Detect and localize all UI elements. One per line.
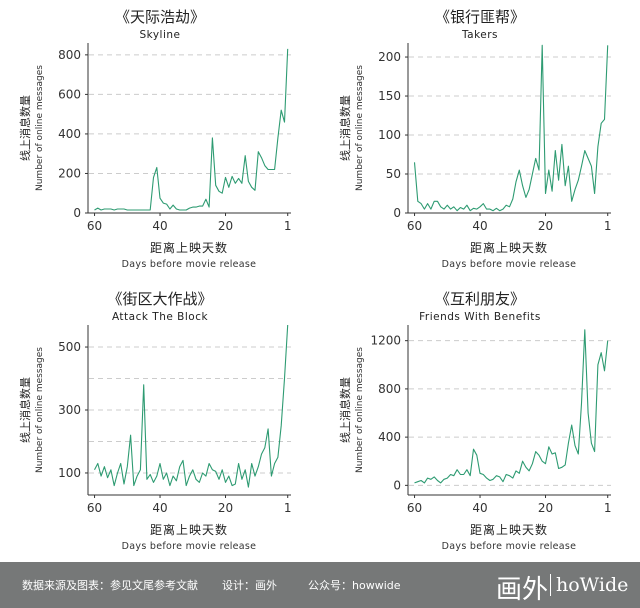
- y-axis-label-cn: 线上消息数量: [338, 95, 352, 161]
- chart-title: 《互利朋友》: [435, 290, 525, 308]
- chart-panel-attack-the-block: 《街区大作战》 Attack The Block 100 300 500 60 40 20 1 距…: [0, 282, 320, 564]
- x-tick-label: 60: [407, 501, 422, 515]
- x-tick-label: 60: [407, 219, 422, 233]
- footer-official-account: 公众号：howwide: [308, 579, 401, 592]
- chart-panel-takers: 《银行匪帮》 Takers 0 50 100 150 200 60 40 20 1 距离上映天数 Day…: [320, 0, 640, 282]
- chart-subtitle: Skyline: [139, 29, 180, 41]
- series-line: [414, 329, 609, 484]
- x-tick-label: 1: [284, 501, 292, 515]
- y-tick-label: 600: [58, 87, 81, 101]
- y-tick-label: 100: [378, 128, 401, 142]
- chart-svg-takers: 《银行匪帮》 Takers 0 50 100 150 200 60 40 20 1 距离上映天数 Day…: [338, 8, 612, 270]
- x-axis-label-en: Days before movie release: [442, 541, 577, 552]
- series-line: [94, 48, 289, 211]
- x-axis-label-en: Days before movie release: [442, 259, 577, 270]
- y-axis-label-en: Number of online messages: [35, 65, 45, 191]
- x-tick-label: 1: [604, 501, 612, 515]
- x-tick-label: 1: [284, 219, 292, 233]
- footer-design-credit: 设计：画外: [222, 579, 277, 592]
- x-tick-label: 20: [538, 501, 553, 515]
- chart-title: 《街区大作战》: [107, 290, 212, 308]
- x-tick-label: 40: [152, 501, 167, 515]
- x-tick-label: 60: [87, 501, 102, 515]
- y-axis-label-en: Number of online messages: [355, 65, 365, 191]
- x-tick-label: 20: [538, 219, 553, 233]
- x-tick-label: 40: [472, 219, 487, 233]
- y-tick-label: 200: [58, 166, 81, 180]
- chart-subtitle: Friends With Benefits: [419, 311, 541, 323]
- y-tick-label: 1200: [370, 334, 401, 348]
- brand-logo-cn: 画外: [496, 575, 549, 605]
- x-axis-label-cn: 距离上映天数: [470, 522, 548, 537]
- x-axis-label-en: Days before movie release: [122, 541, 257, 552]
- y-axis-label-en: Number of online messages: [35, 347, 45, 473]
- y-axis-label-cn: 线上消息数量: [18, 95, 32, 161]
- brand-divider: [550, 574, 551, 596]
- x-tick-label: 40: [152, 219, 167, 233]
- y-axis-label-cn: 线上消息数量: [18, 377, 32, 443]
- chart-title: 《银行匪帮》: [435, 8, 525, 26]
- footer-bar: 数据来源及图表：参见文尾参考文献 设计：画外 公众号：howwide 画外 ho…: [0, 562, 640, 608]
- x-tick-label: 60: [87, 219, 102, 233]
- x-axis-label-cn: 距离上映天数: [150, 522, 228, 537]
- y-tick-label: 150: [378, 89, 401, 103]
- chart-title: 《天际浩劫》: [115, 8, 205, 26]
- chart-subtitle: Attack The Block: [112, 311, 209, 323]
- y-tick-label: 0: [393, 206, 401, 220]
- chart-subtitle: Takers: [461, 29, 498, 41]
- chart-svg-attack-the-block: 《街区大作战》 Attack The Block 100 300 500 60 40 20 1 距…: [18, 290, 292, 552]
- x-axis-label-cn: 距离上映天数: [470, 240, 548, 255]
- y-tick-label: 400: [378, 430, 401, 444]
- x-tick-label: 20: [218, 219, 233, 233]
- y-tick-label: 200: [378, 50, 401, 64]
- y-tick-label: 0: [393, 478, 401, 492]
- x-tick-label: 20: [218, 501, 233, 515]
- x-axis-label-cn: 距离上映天数: [150, 240, 228, 255]
- x-tick-label: 40: [472, 501, 487, 515]
- x-tick-label: 1: [604, 219, 612, 233]
- chart-panel-friends-with-benefits: 《互利朋友》 Friends With Benefits 0 400 800 1200 60…: [320, 282, 640, 564]
- x-axis-label-en: Days before movie release: [122, 259, 257, 270]
- chart-panel-skyline: 《天际浩劫》 Skyline 0 200 400 600 800 60 40 20 1 距离上映天数 D…: [0, 0, 320, 282]
- y-tick-label: 100: [58, 466, 81, 480]
- series-line: [94, 324, 289, 488]
- brand-logo-en: hoWide: [556, 574, 629, 596]
- y-tick-label: 50: [386, 167, 401, 181]
- y-tick-label: 300: [58, 403, 81, 417]
- footer-source-text: 数据来源及图表：参见文尾参考文献: [22, 579, 198, 592]
- series-line: [413, 44, 609, 212]
- y-axis-label-cn: 线上消息数量: [338, 377, 352, 443]
- y-tick-label: 0: [73, 206, 81, 220]
- y-axis-label-en: Number of online messages: [355, 347, 365, 473]
- chart-svg-skyline: 《天际浩劫》 Skyline 0 200 400 600 800 60 40 20 1 距离上映天数 D…: [18, 8, 292, 270]
- y-tick-label: 800: [58, 48, 81, 62]
- y-tick-label: 400: [58, 127, 81, 141]
- y-tick-label: 800: [378, 382, 401, 396]
- chart-svg-friends-with-benefits: 《互利朋友》 Friends With Benefits 0 400 800 1200 60…: [338, 290, 612, 552]
- y-tick-label: 500: [58, 340, 81, 354]
